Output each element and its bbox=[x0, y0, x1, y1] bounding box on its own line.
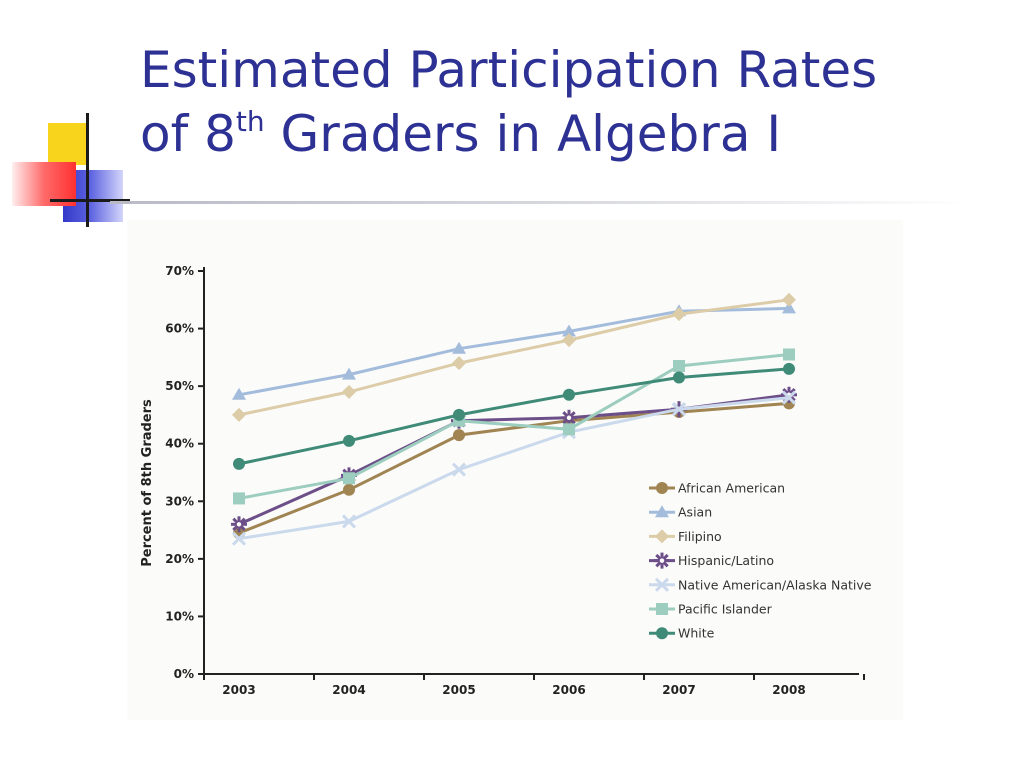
data-point bbox=[781, 386, 797, 403]
data-point bbox=[232, 407, 246, 422]
x-tick-label: 2008 bbox=[772, 683, 805, 697]
data-point bbox=[563, 388, 575, 401]
title-line-2-end: Graders in Algebra I bbox=[264, 105, 782, 163]
title-line-1: Estimated Participation Rates bbox=[140, 41, 878, 99]
legend-item: Hispanic/Latino bbox=[649, 552, 774, 569]
data-point bbox=[232, 387, 246, 400]
title-line-2-start: of 8 bbox=[140, 105, 236, 163]
data-point bbox=[782, 292, 796, 307]
legend-label: Pacific Islander bbox=[678, 602, 773, 617]
data-point bbox=[673, 359, 685, 372]
title-line-2: of 8th Graders in Algebra I bbox=[140, 102, 877, 166]
legend-label: African American bbox=[678, 481, 785, 496]
data-point bbox=[783, 348, 795, 361]
legend-marker bbox=[654, 577, 670, 592]
data-point bbox=[452, 356, 466, 371]
legend-label: Hispanic/Latino bbox=[678, 553, 774, 568]
legend-label: Asian bbox=[678, 505, 712, 520]
legend-label: Filipino bbox=[678, 529, 722, 544]
data-point bbox=[672, 307, 686, 322]
x-tick-label: 2004 bbox=[332, 683, 365, 697]
data-point bbox=[562, 333, 576, 348]
legend-label: White bbox=[678, 626, 715, 641]
y-tick-label: 60% bbox=[165, 322, 194, 336]
data-point bbox=[343, 434, 355, 447]
deco-red-square bbox=[12, 162, 76, 206]
y-axis-label: Percent of 8th Graders bbox=[140, 399, 155, 567]
data-point bbox=[452, 341, 466, 354]
series-line-0 bbox=[238, 401, 790, 535]
legend-label: Native American/Alaska Native bbox=[678, 577, 872, 592]
y-tick-label: 50% bbox=[165, 379, 194, 393]
data-point bbox=[673, 371, 685, 384]
data-point bbox=[781, 390, 797, 405]
deco-horizontal-line bbox=[50, 199, 130, 202]
x-tick-label: 2003 bbox=[222, 683, 255, 697]
legend-item: African American bbox=[649, 481, 785, 496]
axes-group: 0% 10% 20% 30% 40% 50% 60% 70% 2003 2004 2005 2006 2… bbox=[140, 264, 865, 697]
data-point bbox=[343, 483, 355, 496]
legend-marker bbox=[655, 505, 669, 518]
legend-item: White bbox=[649, 626, 715, 641]
deco-yellow-square bbox=[48, 123, 86, 165]
series-line-2 bbox=[238, 298, 790, 417]
series-group bbox=[231, 292, 797, 546]
data-point bbox=[561, 409, 577, 426]
series-line-4 bbox=[238, 396, 790, 541]
data-point bbox=[562, 324, 576, 337]
legend-marker bbox=[656, 482, 668, 494]
data-point bbox=[231, 516, 247, 533]
y-tick-label: 10% bbox=[165, 609, 194, 623]
data-point bbox=[341, 514, 357, 529]
data-point bbox=[671, 402, 687, 417]
title-superscript: th bbox=[235, 105, 265, 138]
legend-group: African American Asian Filipino Hispanic/La… bbox=[649, 481, 872, 641]
title-underline bbox=[110, 201, 970, 204]
y-tick-label: 40% bbox=[165, 437, 194, 451]
series-line-6 bbox=[238, 367, 790, 466]
line-chart: 0% 10% 20% 30% 40% 50% 60% 70% 2003 2004 2005 2006 2… bbox=[140, 264, 872, 697]
data-point bbox=[233, 457, 245, 470]
data-point bbox=[451, 462, 467, 477]
data-point bbox=[233, 492, 245, 505]
legend-marker bbox=[654, 552, 670, 569]
data-point bbox=[783, 362, 795, 375]
data-point bbox=[782, 301, 796, 314]
legend-item: Native American/Alaska Native bbox=[649, 577, 872, 592]
data-point bbox=[563, 423, 575, 436]
legend-marker bbox=[656, 627, 668, 640]
x-tick-label: 2007 bbox=[662, 683, 695, 697]
y-tick-label: 30% bbox=[165, 494, 194, 508]
slide-title: Estimated Participation Rates of 8th Gra… bbox=[140, 38, 877, 166]
y-tick-label: 20% bbox=[165, 552, 194, 566]
legend-item: Asian bbox=[649, 505, 712, 520]
chart-panel: 0% 10% 20% 30% 40% 50% 60% 70% 2003 2004 2005 2006 2… bbox=[127, 220, 903, 720]
y-tick-label: 70% bbox=[165, 264, 194, 278]
legend-marker bbox=[655, 529, 669, 544]
data-point bbox=[342, 384, 356, 399]
x-tick-label: 2006 bbox=[552, 683, 585, 697]
data-point bbox=[342, 367, 356, 380]
x-tick-label: 2005 bbox=[442, 683, 475, 697]
y-tick-label: 0% bbox=[174, 667, 194, 681]
data-point bbox=[343, 472, 355, 485]
deco-vertical-line bbox=[86, 113, 89, 227]
legend-item: Filipino bbox=[649, 529, 722, 544]
data-point bbox=[453, 429, 465, 442]
data-point bbox=[231, 531, 247, 546]
legend-marker bbox=[656, 603, 668, 615]
legend-item: Pacific Islander bbox=[649, 602, 773, 617]
series-line-5 bbox=[238, 353, 790, 500]
data-point bbox=[453, 408, 465, 421]
